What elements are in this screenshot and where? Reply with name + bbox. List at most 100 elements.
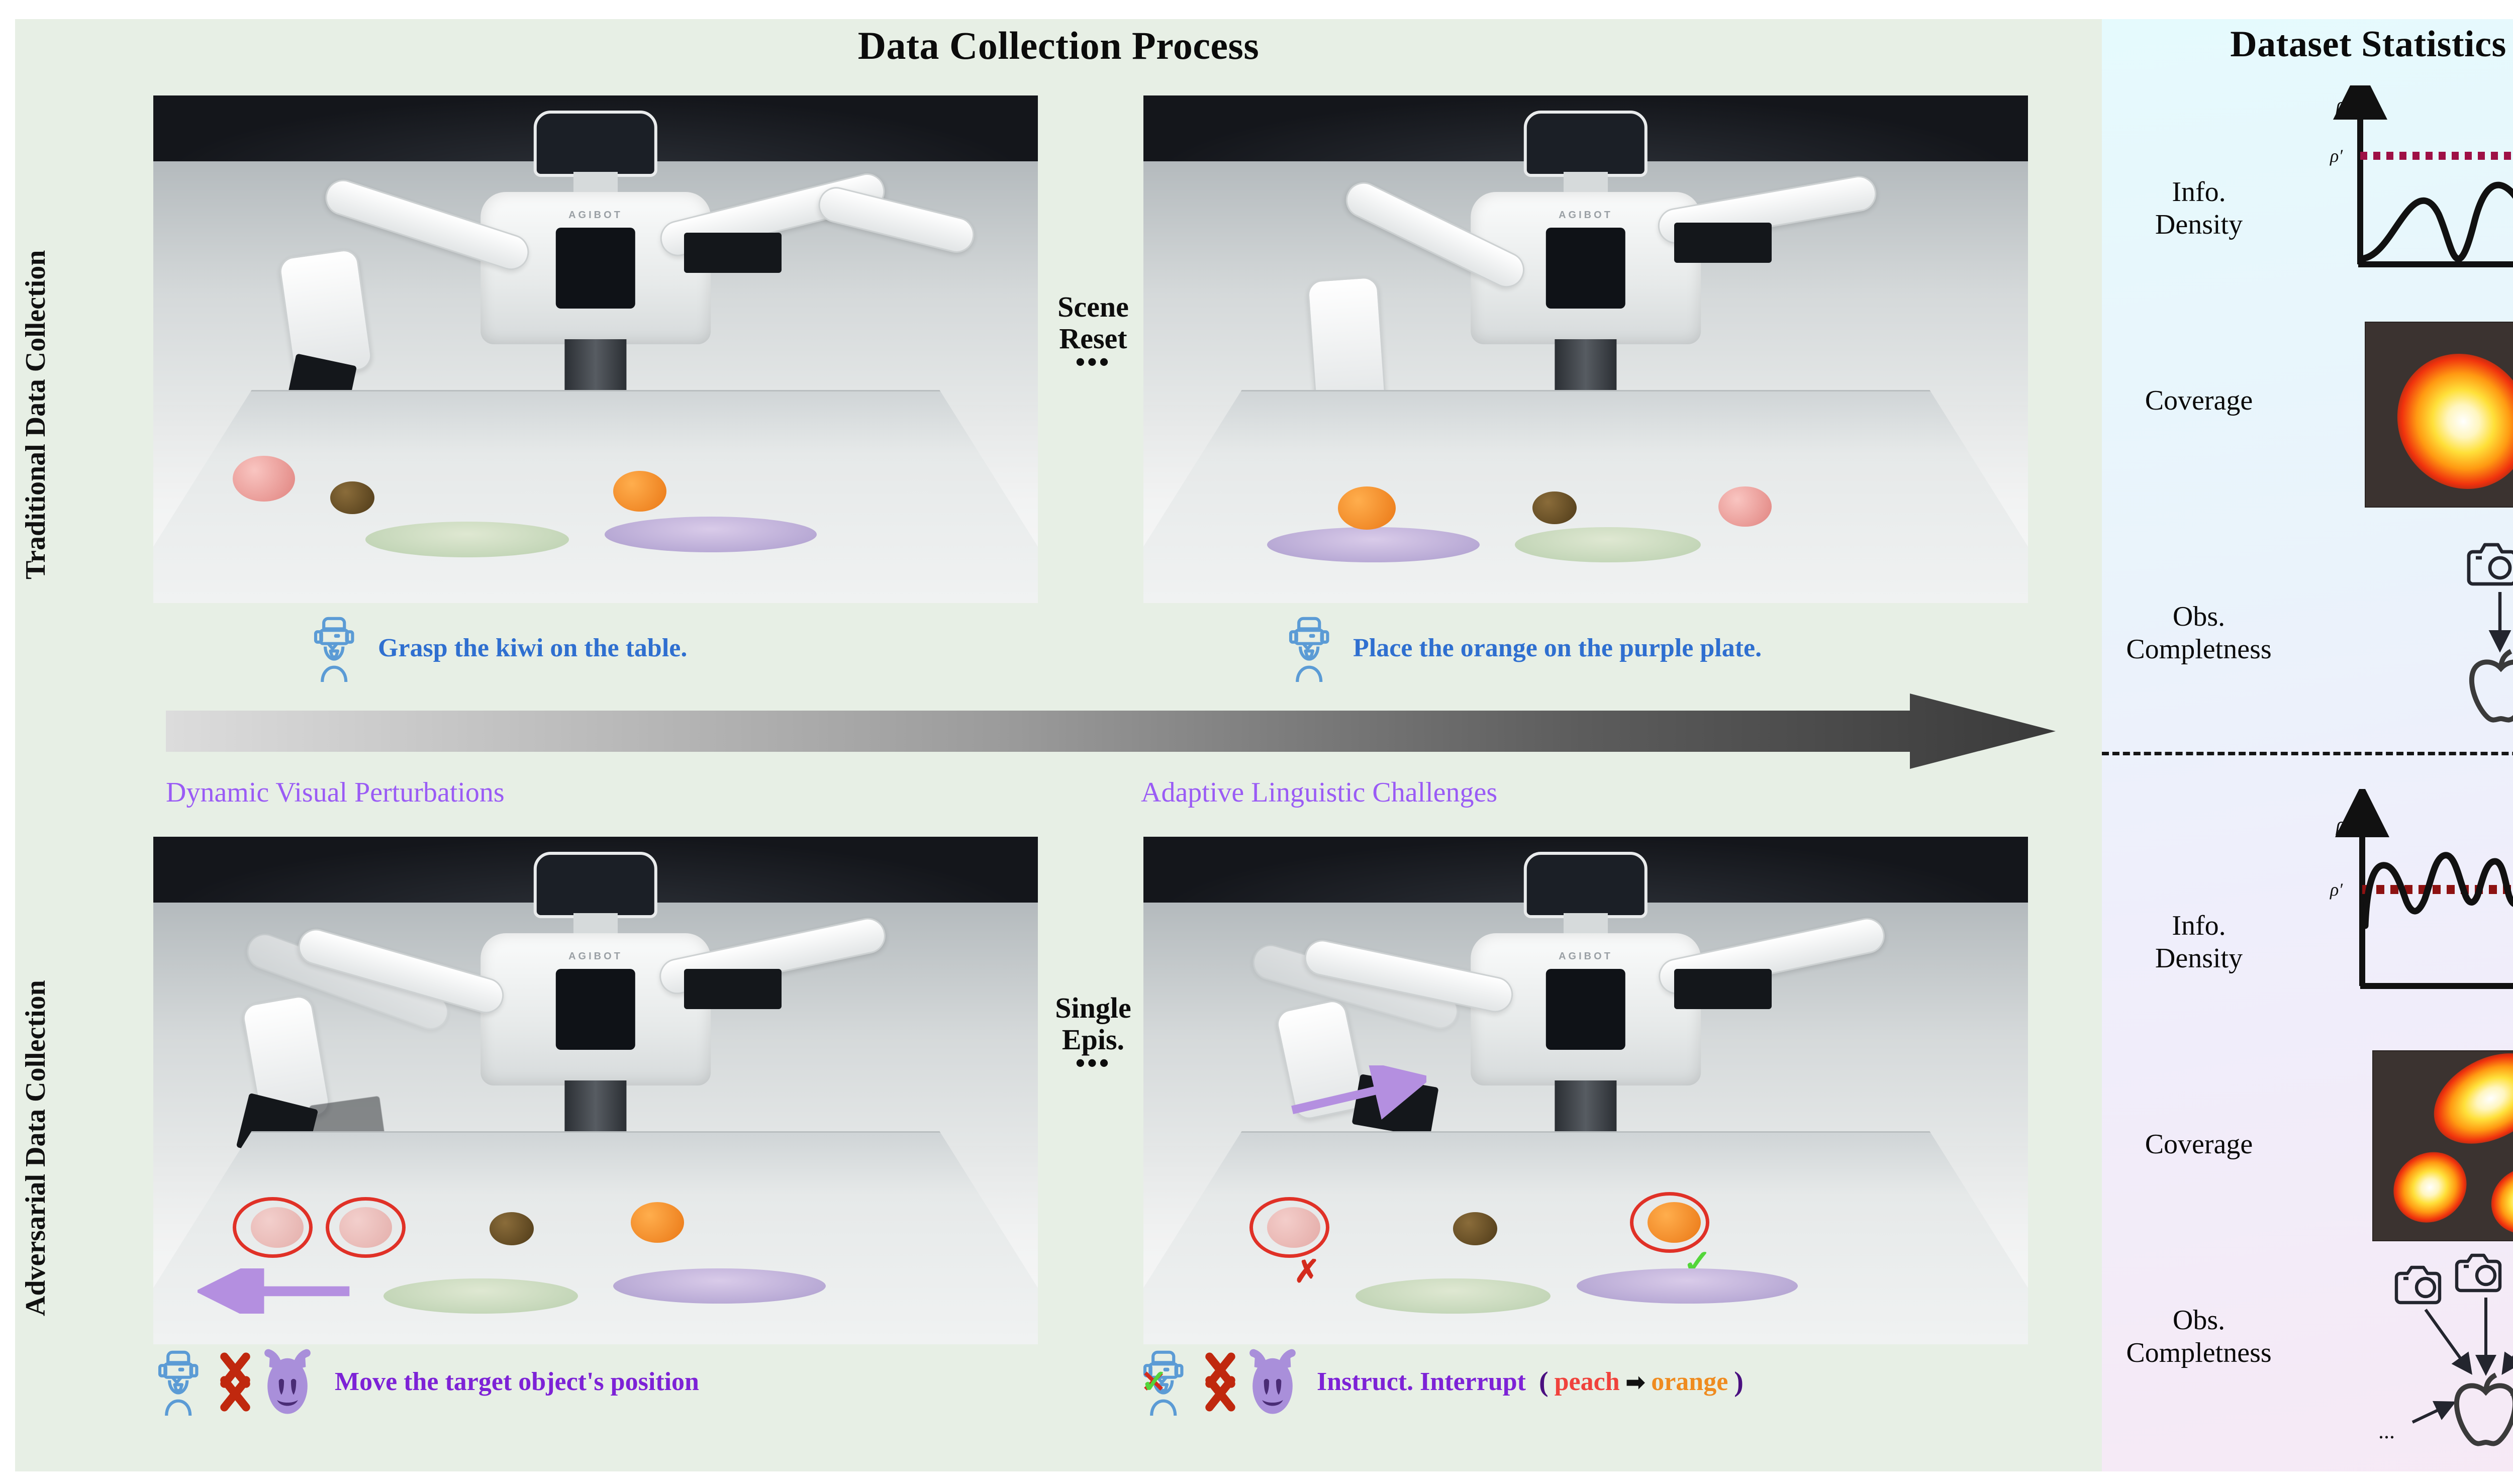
robot-chest-panel — [555, 968, 636, 1050]
object-kiwi — [1453, 1212, 1497, 1246]
caption-scene-b: Place the orange on the purple plate. — [1287, 614, 1762, 682]
devil-face-icon — [1249, 1349, 1296, 1414]
object-kiwi — [489, 1212, 534, 1246]
robot-right-gripper — [1674, 222, 1772, 263]
red-cross-icon — [1205, 1352, 1235, 1411]
vr-headset-person-icon — [1143, 1350, 1184, 1416]
robot-logo: AGIBOT — [568, 951, 623, 962]
stat-label-info-density-top: Info. Density — [2155, 176, 2243, 240]
vr-headset-person-icon — [314, 617, 354, 682]
axis-y-threshold-label: ρ′ — [2330, 879, 2343, 900]
stat-label-coverage-top: Coverage — [2145, 385, 2253, 416]
apple-icon — [2454, 1372, 2513, 1446]
caption-text: Move the target object's position — [335, 1367, 699, 1396]
coverage-heatmap-traditional — [2365, 322, 2513, 515]
plate-green — [1356, 1278, 1551, 1314]
single-epis-line1: Single — [1055, 992, 1131, 1024]
robot-head — [1523, 852, 1648, 918]
heat-hotspot — [2379, 1138, 2481, 1237]
camera-ray — [2424, 1309, 2472, 1375]
robot-logo: AGIBOT — [1559, 210, 1613, 221]
caption-right-object: orange — [1651, 1367, 1728, 1396]
single-episode-marker: Single Epis. ••• — [1035, 992, 1151, 1079]
robot-logo: AGIBOT — [568, 210, 623, 221]
caption-text: Grasp the kiwi on the table. — [378, 634, 688, 662]
vr-headset-person-icon — [158, 1350, 199, 1416]
caption-text: Place the orange on the purple plate. — [1353, 634, 1762, 662]
caption-scene-c: Move the target object's position — [156, 1348, 699, 1416]
scene-image-linguistic-challenge: AGIBOT ✗ ✓ — [1143, 837, 2028, 1344]
object-peach — [233, 456, 295, 502]
robot-chest-panel — [555, 227, 636, 309]
robot-lab-photo: AGIBOT — [1143, 95, 2028, 603]
heat-hotspot — [2479, 1154, 2513, 1247]
robot-lab-photo: AGIBOT — [153, 95, 1038, 603]
stat-label-info-density-bottom: Info. Density — [2155, 910, 2243, 974]
plate-green — [383, 1278, 578, 1314]
cross-mark-peach: ✗ — [1294, 1254, 1320, 1290]
stat-label-coverage-bottom: Coverage — [2145, 1129, 2253, 1160]
page-title: Data Collection Process — [857, 24, 1260, 67]
scene-reset-line1: Scene — [1057, 290, 1129, 323]
highlight-circle-old-position — [233, 1197, 313, 1258]
panel-divider — [2102, 752, 2513, 755]
row-label-traditional: Traditional Data Collection — [20, 250, 51, 579]
caption-text-prefix: Instruct. Interrupt — [1317, 1367, 1526, 1396]
scene-image-visual-perturbation: AGIBOT — [153, 837, 1038, 1344]
stat-label-obs-completeness-top: Obs. Completness — [2126, 601, 2272, 665]
row-label-adversarial: Adversarial Data Collection — [20, 980, 51, 1317]
table-surface — [1143, 389, 2028, 603]
process-flow-arrow — [166, 694, 2056, 769]
info-density-chart-traditional: ρ ρ′ t — [2330, 85, 2513, 267]
object-orange — [631, 1202, 684, 1243]
object-orange — [1338, 486, 1396, 530]
red-cross-icon — [220, 1352, 250, 1411]
highlight-circle-peach — [1249, 1197, 1329, 1258]
heat-hotspot — [2371, 327, 2513, 515]
robot-right-gripper — [1674, 968, 1772, 1010]
highlight-circle-new-position — [326, 1197, 406, 1258]
move-arrow-icon — [198, 1268, 350, 1314]
plate-purple — [613, 1268, 826, 1304]
robot-head — [533, 852, 658, 918]
stat-label-obs-completeness-bottom: Obs. Completness — [2126, 1305, 2272, 1368]
info-density-chart-adversarial: ρ ρ′ t — [2330, 789, 2513, 989]
scene-image-place-orange: AGIBOT — [1143, 95, 2028, 603]
single-epis-line2: Epis. — [1061, 1023, 1125, 1056]
plate-green — [1515, 527, 1701, 563]
robot-head — [1523, 111, 1648, 177]
single-epis-dots: ••• — [1075, 1048, 1111, 1079]
plate-green — [365, 522, 569, 558]
robot-right-gripper — [684, 232, 782, 273]
plate-purple — [604, 517, 817, 552]
dataset-statistics-title: Dataset Statistics — [2230, 24, 2506, 65]
robot-lab-photo: AGIBOT — [153, 837, 1038, 1344]
scene-reset-line2: Reset — [1059, 322, 1127, 355]
scene-image-grasp-kiwi: AGIBOT — [153, 95, 1038, 603]
density-curve — [2361, 181, 2513, 262]
robot-right-gripper — [684, 968, 782, 1010]
camera-icon — [2467, 543, 2513, 586]
obs-completeness-diagram-adversarial: ... — [2378, 1253, 2513, 1446]
devil-face-icon — [264, 1349, 311, 1414]
object-peach — [1718, 486, 1772, 527]
plate-purple — [1267, 527, 1480, 563]
caption-paren-close: ) — [1734, 1366, 1744, 1398]
object-kiwi — [330, 481, 374, 515]
object-orange — [613, 471, 666, 512]
redirect-arrow-icon — [1291, 1065, 1427, 1120]
vr-headset-person-icon — [1289, 617, 1329, 682]
axis-y-label: ρ — [2335, 813, 2346, 836]
subheader-linguistic-challenges: Adaptive Linguistic Challenges — [1141, 777, 1498, 808]
camera-icon — [2394, 1265, 2442, 1305]
coverage-heatmap-adversarial — [2372, 1035, 2513, 1247]
robot-head — [533, 111, 658, 177]
robot-chest-panel — [1545, 227, 1626, 309]
robot-logo: AGIBOT — [1559, 951, 1613, 962]
robot-lab-photo: AGIBOT ✗ ✓ — [1143, 837, 2028, 1344]
axis-y-threshold-label: ρ′ — [2330, 146, 2343, 166]
camera-ray — [2501, 1351, 2513, 1375]
axis-y-label: ρ — [2335, 93, 2346, 116]
robot-chest-panel — [1545, 968, 1626, 1050]
